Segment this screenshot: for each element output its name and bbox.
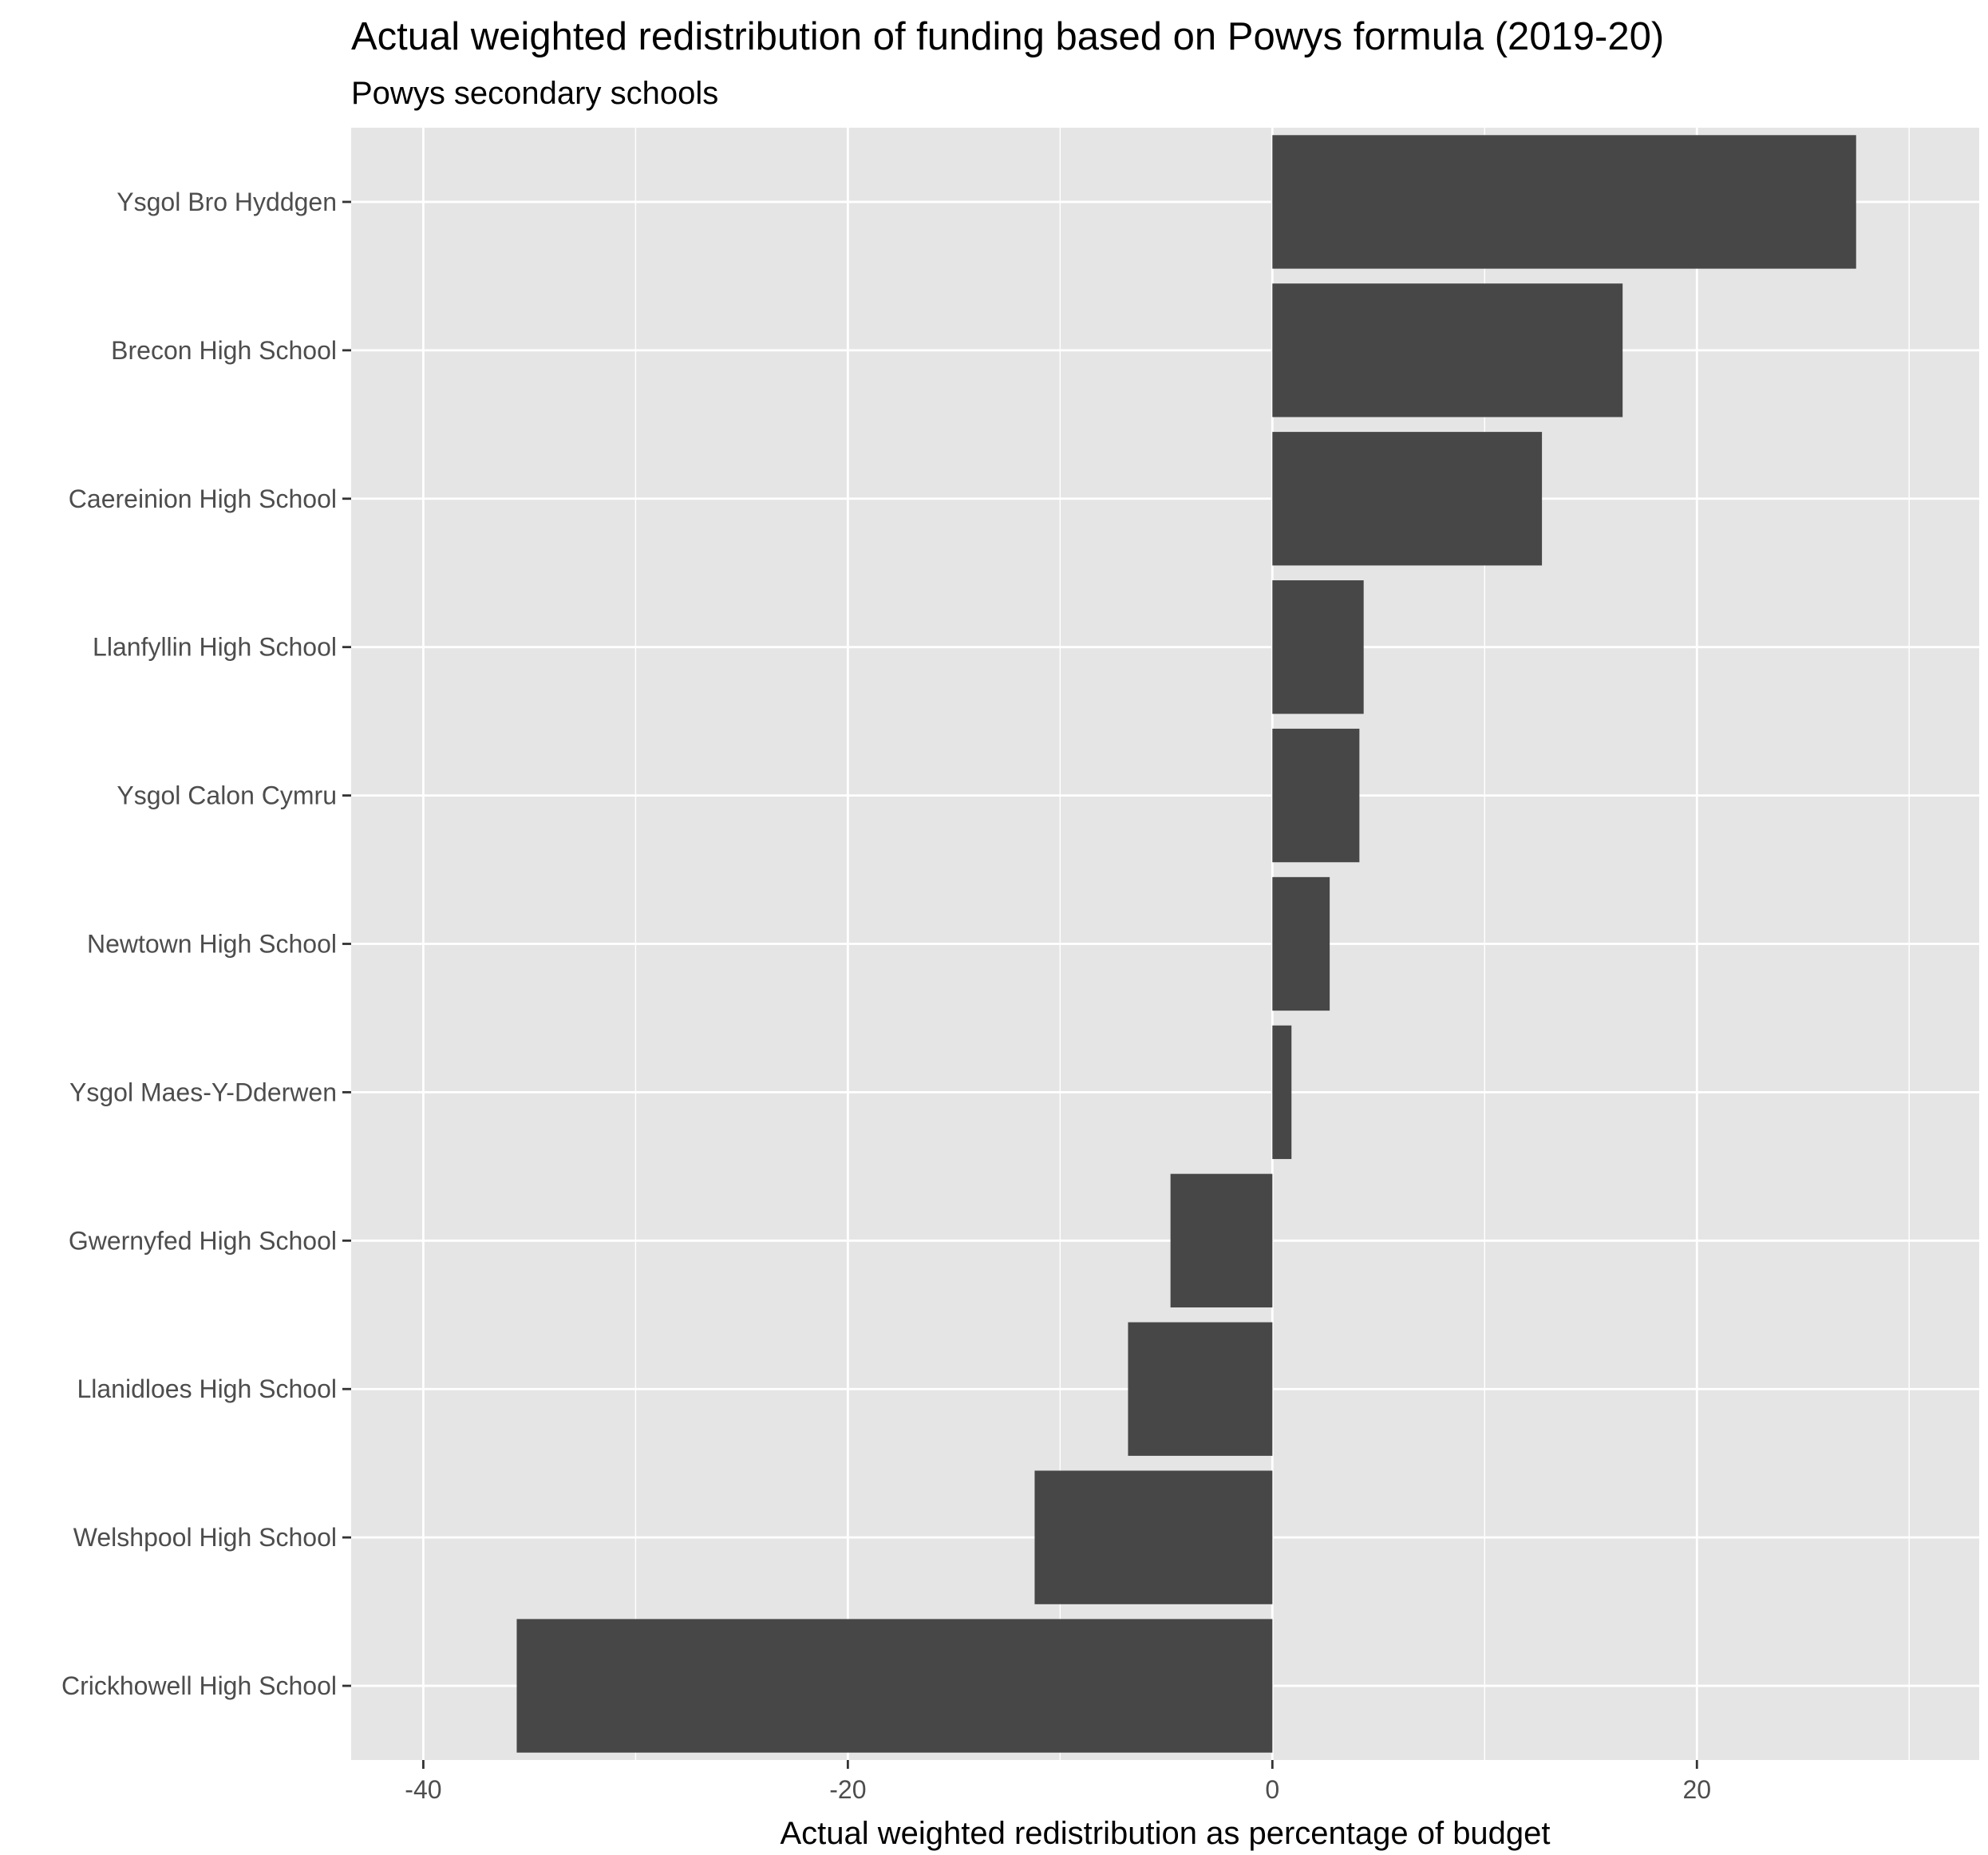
bar [1272,432,1543,566]
bar [1128,1322,1273,1456]
x-axis-label: Actual weighted redistribution as percen… [780,1816,1550,1851]
bar [1272,876,1330,1011]
category-label: Welshpool High School [73,1523,337,1552]
chart-subtitle: Powys secondary schools [351,76,718,111]
bars [516,135,1856,1753]
y-axis: Ysgol Bro Hyddgen Brecon High School Caere… [61,188,351,1700]
category-label: Gwernyfed High School [69,1226,337,1255]
bar [1272,1025,1292,1160]
bar [1272,580,1364,714]
x-tick-label: -40 [405,1775,441,1804]
bar [1272,135,1856,269]
x-tick-label: 20 [1682,1775,1711,1804]
x-axis: -40 -20 0 20 [405,1760,1711,1804]
category-label: Ysgol Maes-Y-Dderwen [69,1078,337,1106]
category-label: Crickhowell High School [61,1671,337,1700]
bar [1170,1173,1273,1307]
bar [516,1619,1273,1753]
bar [1272,728,1360,863]
category-label: Brecon High School [111,336,337,365]
category-label: Llanfyllin High School [93,633,337,662]
category-label: Ysgol Bro Hyddgen [117,188,337,216]
category-label: Caereinion High School [69,485,337,513]
category-label: Llanidloes High School [77,1374,337,1403]
major-gridlines [351,128,1979,1760]
bar [1034,1470,1273,1604]
chart-title: Actual weighted redistribution of fundin… [351,15,1664,58]
x-tick-label: 0 [1265,1775,1279,1804]
bar [1272,283,1623,417]
category-label: Ysgol Calon Cymru [117,781,337,810]
x-tick-label: -20 [829,1775,866,1804]
category-label: Newtown High School [87,930,337,959]
